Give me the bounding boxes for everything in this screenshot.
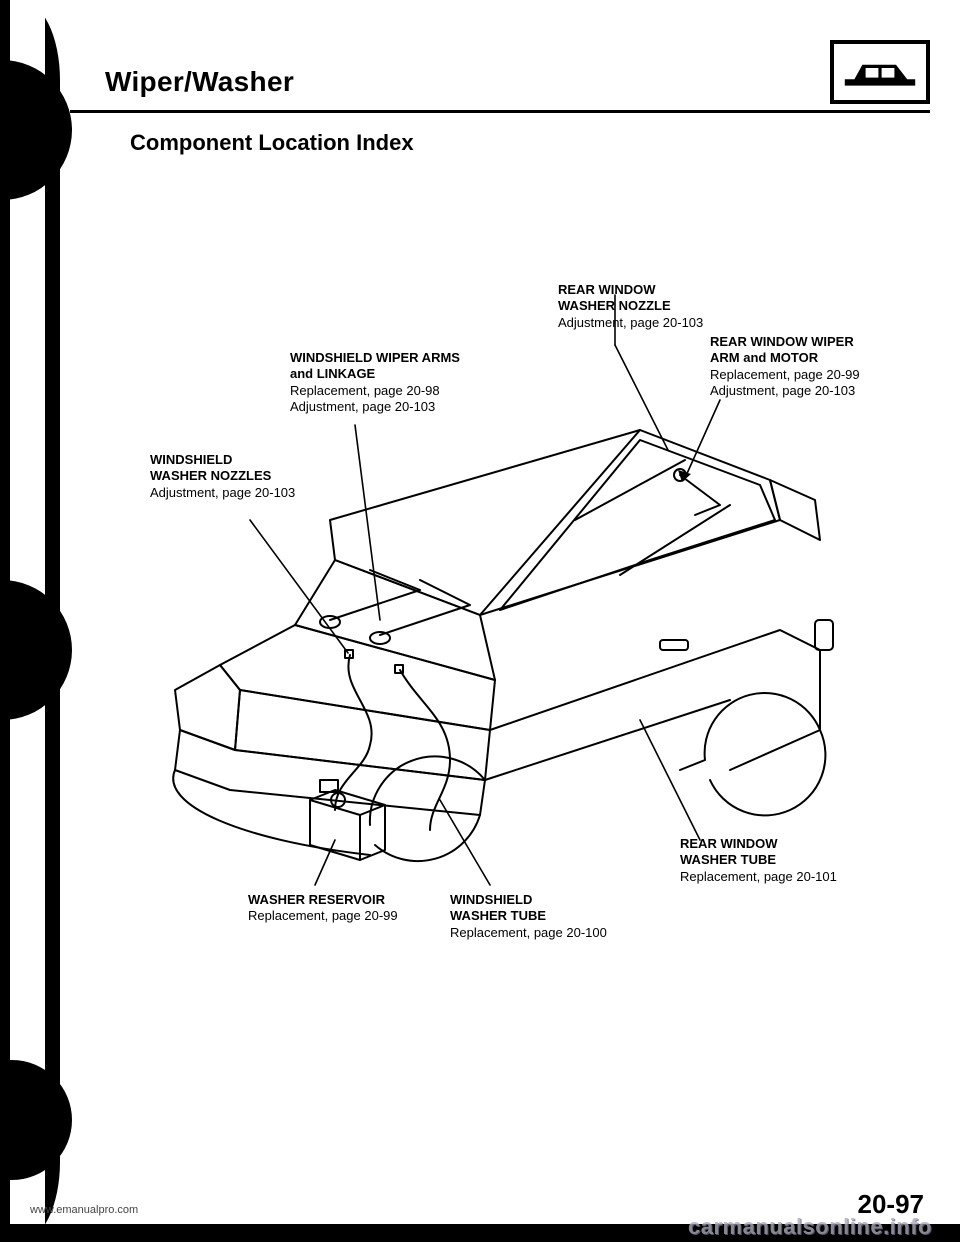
manual-page: Wiper/Washer Component Location Index RE… <box>0 0 960 1242</box>
vehicle-icon <box>830 40 930 104</box>
page-title: Wiper/Washer <box>105 66 294 98</box>
header-rule <box>70 110 930 113</box>
binder-tab <box>0 60 72 200</box>
vehicle-diagram <box>120 260 920 960</box>
watermark-text: carmanualsonline.info <box>688 1214 932 1240</box>
binder-tab <box>0 580 72 720</box>
binder-tab <box>0 1060 72 1180</box>
footer-source-url: www.emanualpro.com <box>30 1204 138 1216</box>
section-subtitle: Component Location Index <box>130 130 414 156</box>
